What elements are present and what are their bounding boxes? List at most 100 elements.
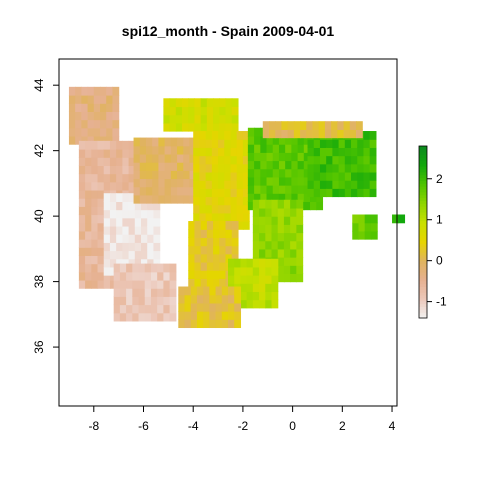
raster-cell — [307, 171, 315, 181]
raster-cell — [293, 121, 301, 130]
raster-cell — [175, 114, 183, 124]
raster-cell — [122, 165, 130, 175]
raster-cell — [109, 250, 117, 260]
raster-cell — [221, 294, 229, 304]
raster-cell — [287, 129, 295, 139]
raster-cell — [183, 153, 191, 163]
raster-cell — [252, 266, 260, 276]
raster-cell — [109, 149, 117, 158]
raster-cell — [158, 194, 166, 204]
raster-cell — [363, 163, 371, 173]
raster-cell — [209, 319, 217, 329]
raster-cell — [236, 131, 244, 140]
raster-cell — [85, 181, 92, 191]
raster-cell — [139, 145, 147, 155]
raster-cell — [116, 242, 123, 252]
raster-cell — [300, 129, 307, 139]
raster-cell — [303, 185, 311, 194]
raster-cell — [277, 265, 285, 275]
raster-cell — [119, 263, 127, 273]
raster-cell — [85, 255, 92, 265]
raster-cell — [358, 222, 366, 232]
raster-cell — [183, 194, 191, 204]
raster-cell — [139, 170, 147, 180]
raster-cell — [147, 225, 155, 235]
raster-cell — [224, 155, 232, 165]
raster-cell — [109, 266, 117, 276]
raster-cell — [93, 119, 101, 129]
raster-cell — [246, 283, 254, 293]
raster-cell — [116, 234, 123, 243]
raster-cell — [278, 152, 286, 162]
raster-cell — [122, 242, 130, 252]
raster-cell — [100, 119, 107, 129]
raster-cell — [206, 270, 214, 279]
raster-cell — [271, 291, 279, 301]
raster-cell — [205, 139, 213, 148]
raster-cell — [230, 204, 238, 214]
raster-cell — [122, 225, 130, 235]
raster-cell — [170, 162, 178, 171]
raster-cell — [132, 304, 140, 314]
raster-cell — [318, 121, 326, 130]
raster-cell — [144, 304, 152, 314]
legend-color-segment — [419, 180, 427, 184]
raster-cell — [152, 170, 160, 180]
raster-cell — [194, 253, 202, 263]
raster-cell — [290, 248, 297, 258]
raster-cell — [206, 229, 214, 239]
raster-cell — [199, 212, 207, 222]
raster-cell — [224, 139, 232, 148]
raster-cell — [157, 296, 164, 306]
raster-cell — [211, 204, 219, 214]
raster-cell — [189, 137, 197, 147]
raster-cell — [141, 242, 148, 252]
legend-color-segment — [419, 257, 427, 262]
raster-cell — [266, 144, 274, 153]
raster-cell — [199, 196, 207, 206]
raster-cell — [139, 186, 147, 196]
raster-cell — [91, 239, 99, 248]
raster-cell — [307, 147, 315, 157]
legend-color-segment — [419, 249, 427, 253]
raster-cell — [213, 221, 220, 230]
raster-cell — [193, 212, 201, 222]
raster-region-mallorca — [352, 214, 378, 240]
raster-cell — [326, 180, 333, 189]
raster-cell — [236, 180, 244, 189]
raster-cell — [169, 312, 177, 322]
raster-cell — [178, 311, 186, 320]
raster-cell — [188, 245, 196, 255]
raster-cell — [221, 311, 229, 320]
raster-cell — [81, 135, 89, 145]
raster-cell — [132, 271, 140, 281]
raster-cell — [236, 163, 244, 173]
raster-cell — [228, 311, 235, 320]
raster-cell — [240, 258, 248, 268]
raster-cell — [205, 180, 213, 189]
raster-cell — [194, 114, 202, 124]
raster-cell — [236, 212, 244, 222]
raster-cell — [152, 178, 160, 188]
raster-cell — [283, 232, 291, 242]
legend-color-segment — [419, 272, 427, 276]
raster-cell — [352, 230, 360, 240]
raster-cell — [78, 247, 86, 257]
raster-cell — [75, 135, 82, 145]
raster-cell — [119, 271, 127, 281]
raster-cell — [78, 263, 86, 273]
raster-cell — [231, 114, 239, 124]
raster-cell — [297, 135, 305, 145]
raster-cell — [272, 144, 280, 153]
raster-cell — [240, 283, 248, 293]
raster-cell — [91, 206, 99, 216]
raster-cell — [158, 170, 166, 180]
raster-cell — [206, 221, 214, 230]
raster-cell — [87, 86, 95, 96]
raster-cell — [188, 114, 196, 124]
raster-cell — [219, 270, 227, 279]
raster-cell — [116, 140, 123, 150]
raster-cell — [93, 135, 101, 145]
raster-cell — [133, 186, 141, 196]
raster-cell — [290, 265, 297, 275]
